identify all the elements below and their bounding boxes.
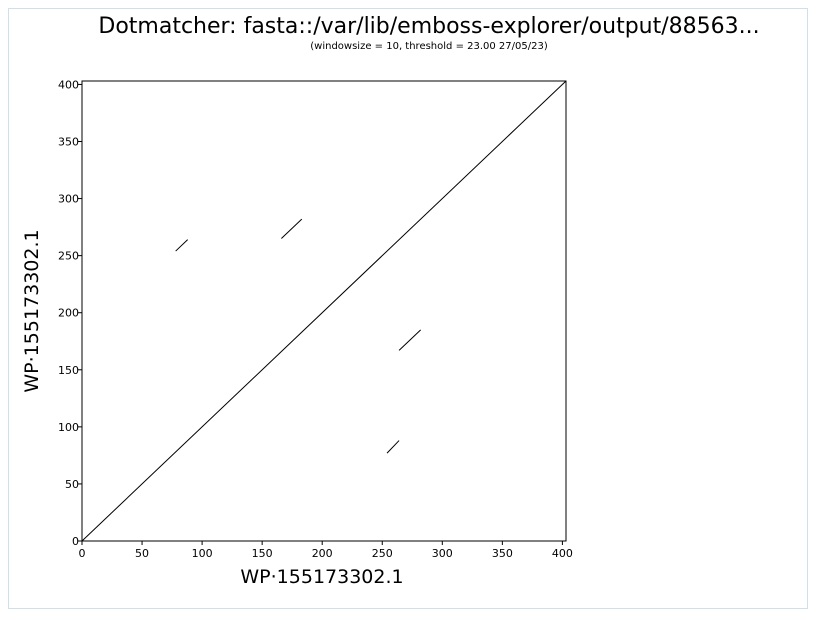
match-segments (81, 80, 567, 542)
y-tick-label: 400 (58, 78, 79, 91)
y-tick-label: 300 (58, 193, 79, 206)
y-tick-label: 0 (72, 535, 79, 548)
x-tick-label: 150 (252, 547, 273, 560)
match-segment-3 (398, 329, 422, 351)
y-tick-label: 200 (58, 307, 79, 320)
chart-title: Dotmatcher: fasta::/var/lib/emboss-explo… (98, 14, 759, 39)
x-tick-label: 50 (135, 547, 149, 560)
main-diagonal-segment (81, 80, 567, 542)
y-tick-label: 350 (58, 135, 79, 148)
x-tick-label: 250 (372, 547, 393, 560)
match-segment-1 (175, 239, 189, 252)
x-tick-label: 400 (552, 547, 573, 560)
y-tick-label: 150 (58, 364, 79, 377)
x-tick-label: 0 (79, 547, 86, 560)
axis-ticks: 0 50 100 150 200 250 300 350 400 0 50 100 150 200 250 3… (58, 78, 573, 560)
x-tick-label: 350 (492, 547, 513, 560)
y-tick-label: 50 (65, 478, 79, 491)
x-tick-label: 300 (432, 547, 453, 560)
match-segment-2 (281, 218, 303, 239)
x-tick-label: 100 (192, 547, 213, 560)
y-axis-label: WP·155173302.1 (21, 229, 43, 392)
x-tick-label: 200 (312, 547, 333, 560)
x-axis-label: WP·155173302.1 (240, 566, 403, 588)
y-tick-label: 100 (58, 421, 79, 434)
chart-frame (8, 8, 808, 609)
plot-area (81, 80, 567, 542)
chart-subtitle: (windowsize = 10, threshold = 23.00 27/0… (310, 41, 548, 52)
y-tick-label: 250 (58, 250, 79, 263)
match-segment-4 (386, 440, 400, 454)
